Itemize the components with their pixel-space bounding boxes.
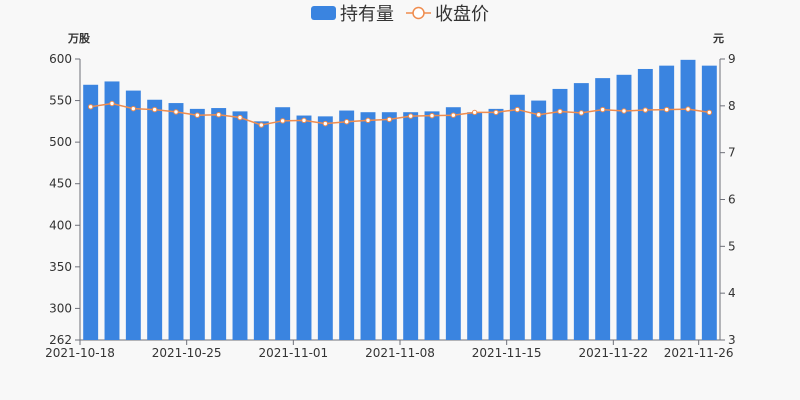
right-y-tick-label: 3 [728,333,736,347]
bar [509,94,525,340]
bar [467,112,483,341]
legend[interactable]: 持有量 收盘价 [311,4,489,25]
close-price-point [109,100,115,107]
axes: 262 300 350 400 450 500 550 600 3 4 5 6 7 8 9 2021-10-1… [45,52,736,360]
close-price-point [173,109,179,115]
close-price-point [621,108,627,114]
line-series-close-price [87,100,713,128]
bar [168,103,184,340]
bar [381,112,397,341]
close-price-point [151,106,158,113]
right-y-tick-label: 5 [728,239,736,253]
bar [531,100,547,340]
close-price-point [429,112,435,119]
close-price-point [301,117,307,124]
legend-label-close-price: 收盘价 [435,4,489,25]
right-y-tick-label: 7 [728,146,736,160]
close-price-point [130,105,137,112]
close-price-point [386,116,393,123]
left-y-tick-label: 400 [49,218,72,232]
bar [403,112,419,341]
left-y-tick-label: 550 [49,94,72,108]
x-tick-label: 2021-10-18 [45,346,115,360]
x-tick-label: 2021-10-25 [152,346,222,360]
close-price-point [685,106,691,112]
bar [83,84,99,340]
close-price-point [322,120,329,127]
close-price-point [279,118,286,124]
close-price-point [535,112,542,118]
bar [680,59,696,340]
bar [147,99,163,340]
close-price-point [343,119,350,125]
bar [595,78,611,340]
x-tick-label: 2021-11-15 [472,346,542,360]
bar-series-holdings [83,59,717,341]
bar [360,112,376,341]
close-price-point [642,107,649,113]
close-price-line [90,102,710,126]
bar [445,107,461,340]
bar [253,121,269,340]
bar [701,65,717,341]
x-tick-label: 2021-11-22 [578,346,648,360]
left-y-tick-label: 350 [49,260,72,274]
close-price-point [599,106,606,113]
bar [211,108,227,340]
close-price-point [237,114,243,121]
bar [488,108,504,341]
close-price-point [557,108,563,115]
bar [125,90,141,341]
close-price-point [258,122,265,128]
left-y-tick-label: 500 [49,135,72,149]
right-y-tick-label: 4 [728,286,736,300]
left-y-tick-label: 600 [49,52,72,66]
bar [616,74,632,340]
bar [317,116,333,340]
x-tick-label: 2021-11-08 [365,346,435,360]
close-price-point [450,112,457,118]
left-y-tick-label: 300 [49,301,72,315]
bar [552,88,568,341]
close-price-point [471,109,478,116]
x-tick-label: 2021-11-01 [258,346,328,360]
close-price-point [493,109,499,116]
left-y-tick-label: 262 [49,333,72,347]
close-price-point [194,112,201,118]
right-y-tick-label: 9 [728,52,736,66]
close-price-point [663,106,670,113]
legend-marker-close-price [412,6,425,20]
bar [296,115,312,340]
bar [659,65,675,341]
x-tick-label: 2021-11-26 [664,346,734,360]
bar [339,110,355,341]
close-price-point [215,112,222,118]
close-price-point [706,109,713,116]
legend-item-close-price[interactable]: 收盘价 [406,4,489,25]
right-y-tick-label: 6 [728,193,736,207]
close-price-point [87,104,94,110]
legend-label-holdings: 持有量 [340,4,394,25]
legend-swatch-holdings [311,6,336,20]
bar [275,107,291,340]
left-axis-unit-label: 万股 [67,32,91,45]
right-y-tick-label: 8 [728,99,736,113]
close-price-point [514,106,521,113]
left-y-tick-label: 450 [49,177,72,191]
bar [189,108,205,341]
bar [637,68,653,341]
close-price-point [578,110,585,116]
bar [424,111,440,341]
close-price-point [365,117,371,124]
bar [104,81,120,340]
close-price-point [407,113,414,119]
legend-item-holdings[interactable]: 持有量 [311,4,394,25]
bar [573,83,589,340]
right-axis-unit-label: 元 [713,32,724,45]
bar [232,111,248,341]
